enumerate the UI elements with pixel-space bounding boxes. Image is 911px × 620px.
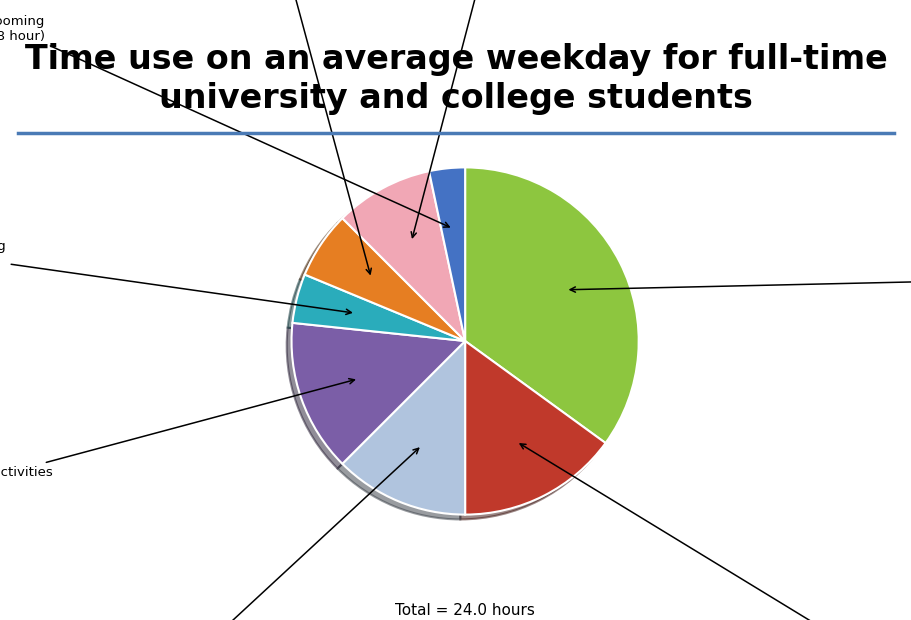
Wedge shape [292,275,465,341]
Wedge shape [292,323,465,464]
Text: Eating and drinking
(1.1 hour): Eating and drinking (1.1 hour) [0,240,351,314]
Text: Time use on an average weekday for full-time
university and college students: Time use on an average weekday for full-… [25,43,886,115]
Text: Working and related
activities
(3.0 hours): Working and related activities (3.0 hour… [0,448,418,620]
Text: Leisure and sports
(3.6 hours): Leisure and sports (3.6 hours) [519,444,911,620]
Text: Other
(2.2 hours): Other (2.2 hours) [411,0,553,237]
Wedge shape [465,341,605,515]
Text: Traveling
(1.5 hours): Traveling (1.5 hours) [220,0,371,274]
Text: Educational activities
(3.4 hours): Educational activities (3.4 hours) [0,379,354,494]
Wedge shape [342,341,465,515]
Wedge shape [342,171,465,341]
Text: Sleeping
(8.4 hours): Sleeping (8.4 hours) [569,266,911,294]
Text: Total = 24.0 hours: Total = 24.0 hours [394,603,535,618]
Wedge shape [428,167,465,341]
Wedge shape [465,167,638,443]
Wedge shape [304,218,465,341]
Text: Grooming
(0.8 hour): Grooming (0.8 hour) [0,14,449,227]
